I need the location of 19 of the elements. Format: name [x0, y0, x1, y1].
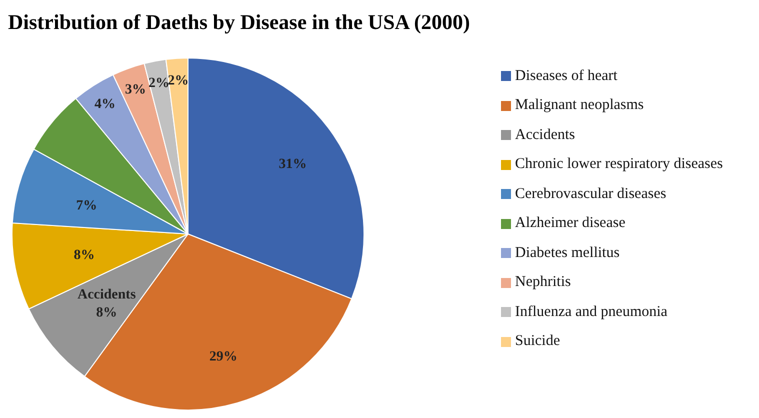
legend-label: Accidents	[515, 126, 575, 142]
legend-label: Chronic lower respiratory diseases	[515, 156, 723, 172]
data-label: 2%	[148, 76, 170, 91]
legend-label: Malignant neoplasms	[515, 97, 644, 113]
legend-label: Alzheimer disease	[515, 215, 626, 231]
data-label: Accidents 8%	[77, 287, 136, 320]
data-label: 4%	[94, 97, 116, 112]
data-label: 3%	[125, 82, 146, 98]
legend-label: Nephritis	[515, 274, 571, 290]
legend-label: Suicide	[515, 333, 560, 349]
legend-label: Influenza and pneumonia	[515, 304, 668, 320]
legend-label: Diabetes mellitus	[515, 244, 620, 260]
legend-label: Cerebrovascular diseases	[515, 186, 666, 202]
data-label: 7%	[76, 198, 98, 214]
data-label: 29%	[209, 350, 238, 365]
chart-title: Distribution of Daeths by Disease in the USA (2000)	[8, 10, 470, 35]
legend-label: Diseases of heart	[515, 68, 618, 84]
data-label: 31%	[278, 156, 307, 172]
data-label: 8%	[74, 248, 95, 263]
